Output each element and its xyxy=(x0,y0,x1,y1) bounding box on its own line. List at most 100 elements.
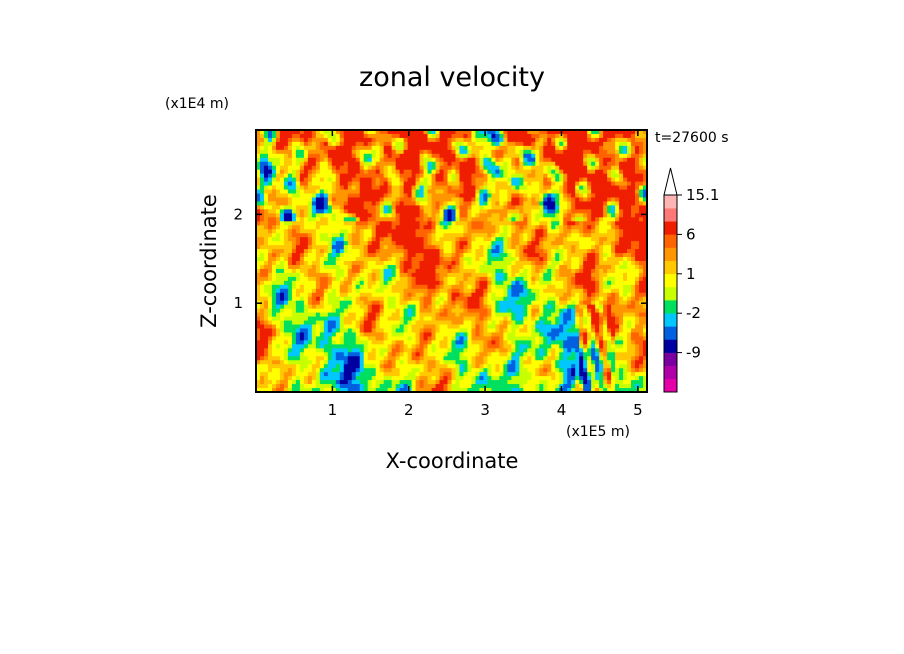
heatmap-cell xyxy=(359,185,365,190)
heatmap-cell xyxy=(259,229,265,234)
heatmap-cell xyxy=(639,145,644,151)
heatmap-cell xyxy=(587,161,592,167)
heatmap-cell xyxy=(479,304,484,310)
heatmap-cell xyxy=(351,185,357,190)
heatmap-cell xyxy=(479,320,484,325)
heatmap-cell xyxy=(399,237,405,242)
heatmap-cell xyxy=(627,185,632,190)
heatmap-cell xyxy=(311,308,317,314)
heatmap-cell xyxy=(279,316,285,321)
heatmap-cell xyxy=(271,284,277,290)
heatmap-cell xyxy=(455,225,460,230)
heatmap-cell xyxy=(391,225,397,230)
heatmap-cell xyxy=(359,308,365,314)
heatmap-cell xyxy=(571,161,576,167)
heatmap-cell xyxy=(627,197,632,202)
heatmap-cell xyxy=(391,233,397,238)
heatmap-cell xyxy=(515,296,520,302)
heatmap-cell xyxy=(347,272,353,278)
heatmap-cell xyxy=(611,324,616,329)
heatmap-cell xyxy=(299,280,305,286)
heatmap-cell xyxy=(355,173,361,179)
heatmap-cell xyxy=(311,149,317,155)
heatmap-cell xyxy=(347,185,353,190)
heatmap-cell xyxy=(307,145,313,151)
heatmap-cell xyxy=(299,276,305,282)
heatmap-cell xyxy=(451,312,456,317)
heatmap-cell xyxy=(307,177,313,183)
heatmap-cell xyxy=(291,177,297,183)
heatmap-cell xyxy=(399,312,405,317)
heatmap-cell xyxy=(375,292,381,298)
heatmap-cell xyxy=(311,137,317,143)
heatmap-cell xyxy=(455,241,460,246)
heatmap-cell xyxy=(451,284,456,290)
heatmap-cell xyxy=(455,201,460,206)
heatmap-cell xyxy=(635,149,640,155)
heatmap-cell xyxy=(599,205,604,210)
heatmap-cell xyxy=(515,145,520,151)
heatmap-cell xyxy=(539,280,544,286)
heatmap-cell xyxy=(287,173,293,179)
heatmap-cell xyxy=(531,237,536,242)
heatmap-cell xyxy=(347,268,353,274)
heatmap-cell xyxy=(623,157,628,163)
heatmap-cell xyxy=(271,268,277,274)
heatmap-cell xyxy=(287,324,293,329)
heatmap-cell xyxy=(351,264,357,270)
heatmap-cell xyxy=(275,217,281,222)
heatmap-cell xyxy=(511,284,516,290)
heatmap-cell xyxy=(399,145,405,151)
heatmap-cell xyxy=(607,173,612,179)
heatmap-cell xyxy=(595,245,600,250)
heatmap-cell xyxy=(299,300,305,306)
heatmap-cell xyxy=(371,320,377,325)
heatmap-cell xyxy=(603,272,608,278)
heatmap-cell xyxy=(267,225,273,230)
heatmap-cell xyxy=(319,173,325,179)
heatmap-cell xyxy=(259,130,265,135)
heatmap-cell xyxy=(495,169,500,175)
heatmap-cell xyxy=(547,229,552,234)
heatmap-cell xyxy=(559,288,564,294)
heatmap-cell xyxy=(547,292,552,298)
heatmap-cell xyxy=(299,292,305,298)
heatmap-cell xyxy=(511,217,516,222)
heatmap-cell xyxy=(551,268,556,274)
heatmap-cell xyxy=(523,261,528,266)
heatmap-cell xyxy=(295,205,301,210)
heatmap-cell xyxy=(443,169,448,175)
heatmap-cell xyxy=(527,324,532,329)
heatmap-cell xyxy=(447,296,452,302)
heatmap-cell xyxy=(439,241,444,246)
heatmap-cell xyxy=(523,268,528,274)
heatmap-cell xyxy=(291,217,297,222)
heatmap-cell xyxy=(615,292,620,298)
heatmap-cell xyxy=(331,241,337,246)
heatmap-cell xyxy=(343,225,349,230)
heatmap-cell xyxy=(627,245,632,250)
heatmap-cell xyxy=(407,177,412,183)
heatmap-cell xyxy=(503,257,508,262)
heatmap-cell xyxy=(587,153,592,159)
heatmap-cell xyxy=(543,328,548,333)
heatmap-cell xyxy=(431,217,436,222)
heatmap-cell xyxy=(631,320,636,325)
heatmap-cell xyxy=(527,276,532,282)
heatmap-cell xyxy=(567,264,572,270)
heatmap-cell xyxy=(563,328,568,333)
heatmap-cell xyxy=(587,137,592,143)
heatmap-cell xyxy=(539,276,544,282)
heatmap-cell xyxy=(427,221,432,226)
heatmap-cell xyxy=(535,300,540,306)
heatmap-cell xyxy=(351,157,357,163)
heatmap-cell xyxy=(587,145,592,151)
heatmap-cell xyxy=(519,264,524,270)
heatmap-cell xyxy=(427,241,432,246)
heatmap-cell xyxy=(299,272,305,278)
heatmap-cell xyxy=(475,229,480,234)
heatmap-cell xyxy=(359,217,365,222)
heatmap-cell xyxy=(367,193,373,198)
heatmap-cell xyxy=(459,257,464,262)
heatmap-cell xyxy=(551,241,556,246)
